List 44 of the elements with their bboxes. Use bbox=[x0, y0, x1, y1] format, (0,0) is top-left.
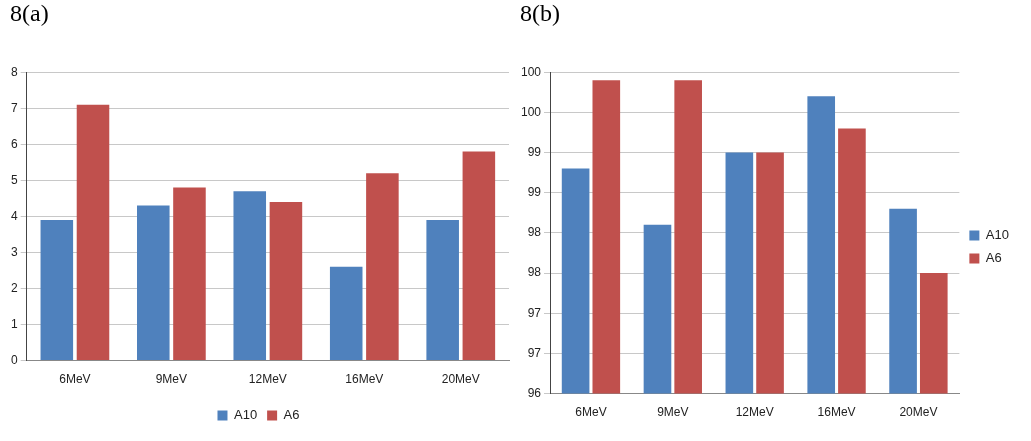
legend-label: A6 bbox=[283, 407, 300, 423]
y-tick-label: 7 bbox=[10, 100, 18, 115]
x-tick-label: 12MeV bbox=[735, 405, 774, 420]
y-tick-label: 98 bbox=[527, 225, 542, 240]
y-tick-label: 99 bbox=[527, 185, 542, 200]
y-tick-label: 98 bbox=[527, 265, 542, 280]
x-tick-label: 20MeV bbox=[899, 405, 938, 420]
chart-title: 8(b) bbox=[519, 0, 561, 28]
bar bbox=[329, 266, 363, 361]
y-tick-label: 99 bbox=[527, 144, 542, 159]
y-tick-label: 5 bbox=[10, 172, 18, 187]
bar bbox=[366, 173, 399, 361]
legend-label: A10 bbox=[233, 407, 258, 423]
bar bbox=[76, 104, 110, 361]
x-tick-label: 20MeV bbox=[441, 372, 480, 387]
y-tick-label: 4 bbox=[10, 208, 18, 223]
bar bbox=[137, 205, 170, 361]
y-tick-label: 96 bbox=[527, 385, 542, 400]
legend-label: A10 bbox=[985, 227, 1010, 243]
bar bbox=[40, 220, 74, 361]
y-tick-label: 6 bbox=[10, 136, 18, 151]
bar bbox=[269, 201, 303, 361]
bar bbox=[173, 187, 206, 361]
legend-label: A6 bbox=[985, 250, 1002, 266]
x-tick-label: 9MeV bbox=[657, 405, 689, 420]
y-tick-label: 100 bbox=[520, 104, 542, 119]
y-tick-label: 100 bbox=[520, 64, 542, 79]
x-tick-label: 12MeV bbox=[248, 372, 287, 387]
y-tick-label: 0 bbox=[10, 352, 18, 367]
bar bbox=[462, 151, 496, 361]
bar bbox=[233, 191, 267, 361]
y-tick-label: 97 bbox=[527, 305, 542, 320]
x-tick-label: 6MeV bbox=[575, 405, 607, 420]
chart-title: 8(a) bbox=[9, 0, 50, 28]
y-tick-label: 97 bbox=[527, 345, 542, 360]
y-tick-label: 3 bbox=[10, 244, 18, 259]
bar bbox=[426, 220, 459, 361]
x-tick-label: 16MeV bbox=[817, 405, 856, 420]
y-tick-label: 8 bbox=[10, 64, 18, 79]
x-tick-label: 9MeV bbox=[155, 372, 188, 387]
y-tick-label: 2 bbox=[10, 280, 18, 295]
y-tick-label: 1 bbox=[10, 316, 18, 331]
x-tick-label: 16MeV bbox=[345, 372, 384, 387]
x-tick-label: 6MeV bbox=[59, 372, 91, 387]
